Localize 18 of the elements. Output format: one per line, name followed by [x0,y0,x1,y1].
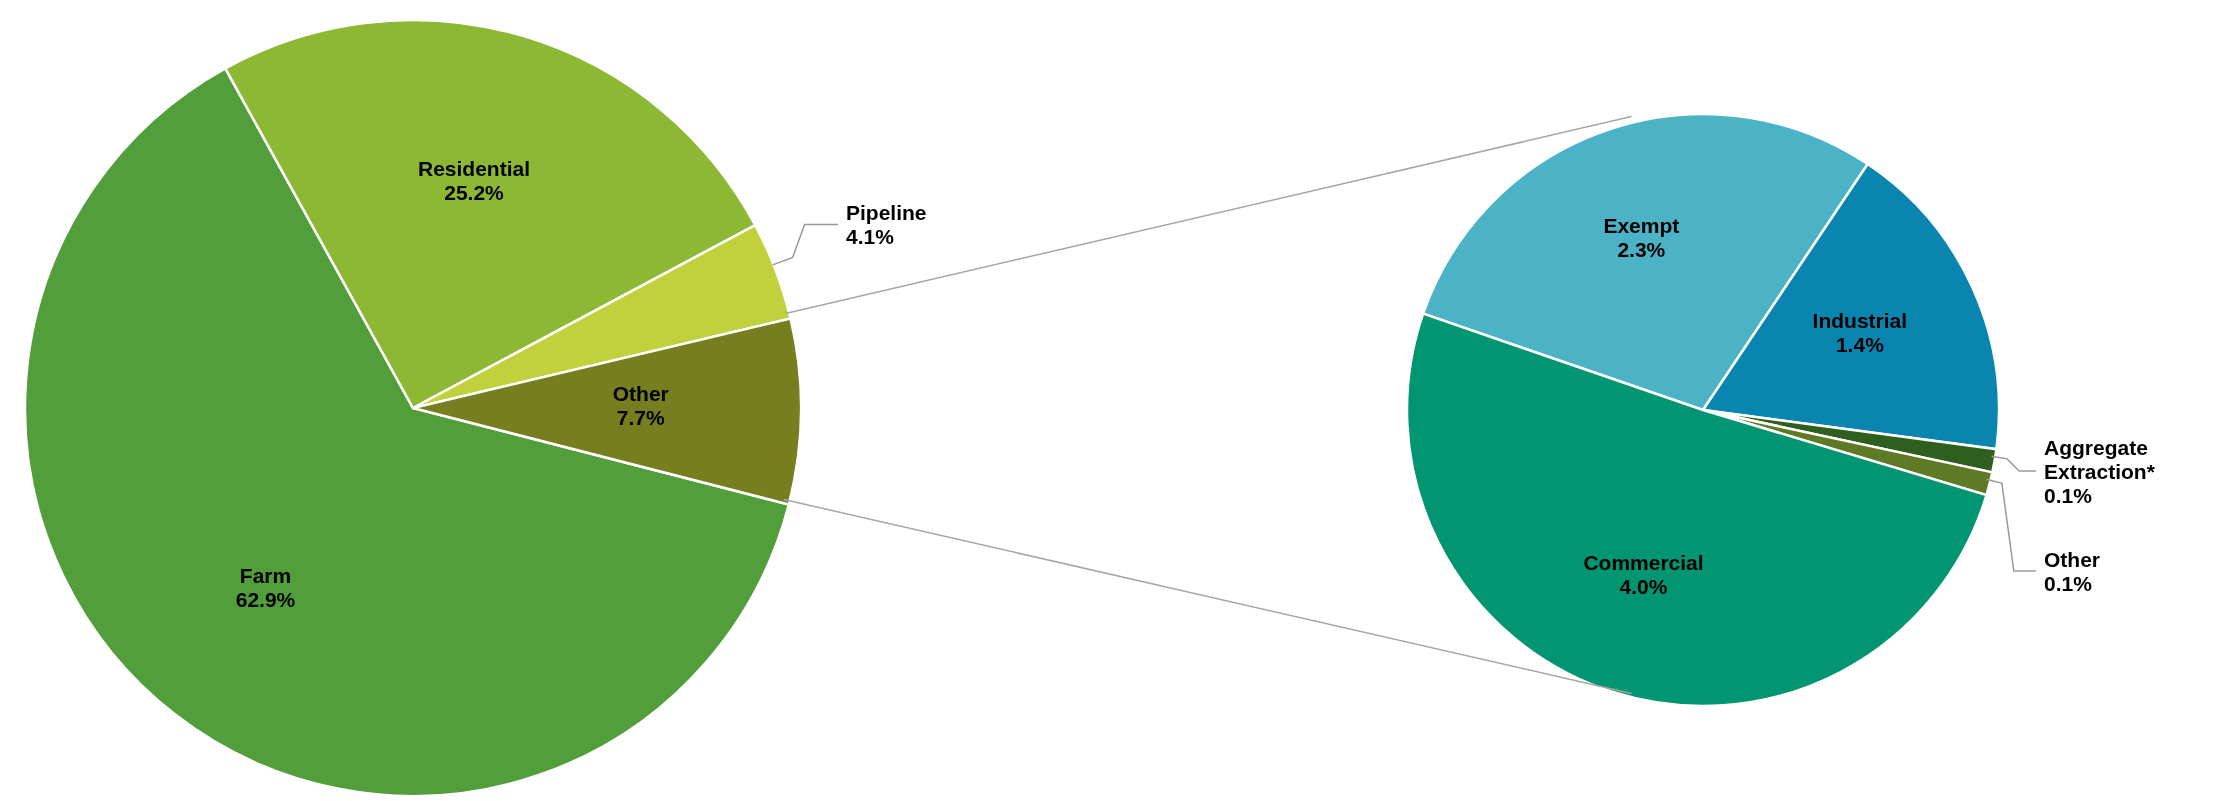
slice-label: Residential [417,156,531,180]
data-label: 2.3% [1617,237,1666,261]
data-label: 7.7% [616,405,666,429]
data-label: 0.1% [2044,571,2093,595]
slice-label: Industrial [1812,308,1908,332]
data-label: 1.4% [1835,332,1885,356]
data-label: 25.2% [444,180,505,204]
data-label: 4.0% [1619,574,1668,598]
slice-label: Pipeline [846,200,927,224]
slice-label: Exempt [1603,213,1680,237]
slice-label: Other [612,381,669,405]
slice-label: Other [2044,547,2101,571]
data-label: 4.1% [846,224,895,248]
data-label: 62.9% [235,587,296,611]
slice-label: Farm [239,563,292,587]
slice-label: Aggregate Extraction* [2044,435,2156,483]
slice-label: Commercial [1583,550,1704,574]
data-label: 0.1% [2044,483,2093,507]
